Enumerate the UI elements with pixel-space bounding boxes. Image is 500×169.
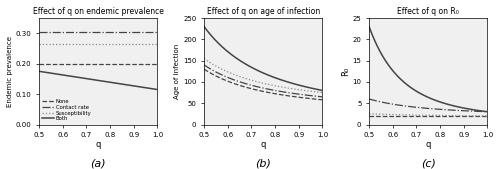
Text: (a): (a) [90, 159, 106, 168]
X-axis label: q: q [426, 140, 431, 149]
X-axis label: q: q [260, 140, 266, 149]
Y-axis label: R₀: R₀ [340, 67, 349, 76]
X-axis label: q: q [96, 140, 101, 149]
Title: Effect of q on age of infection: Effect of q on age of infection [206, 7, 320, 16]
Text: (b): (b) [256, 159, 271, 168]
Legend: None, Contact rate, Susceptibility, Both: None, Contact rate, Susceptibility, Both [40, 97, 94, 123]
Text: (c): (c) [421, 159, 436, 168]
Y-axis label: Age of infection: Age of infection [174, 44, 180, 99]
Title: Effect of q on endemic prevalence: Effect of q on endemic prevalence [33, 7, 164, 16]
Y-axis label: Endemic prevalence: Endemic prevalence [7, 36, 13, 107]
Title: Effect of q on R₀: Effect of q on R₀ [398, 7, 459, 16]
